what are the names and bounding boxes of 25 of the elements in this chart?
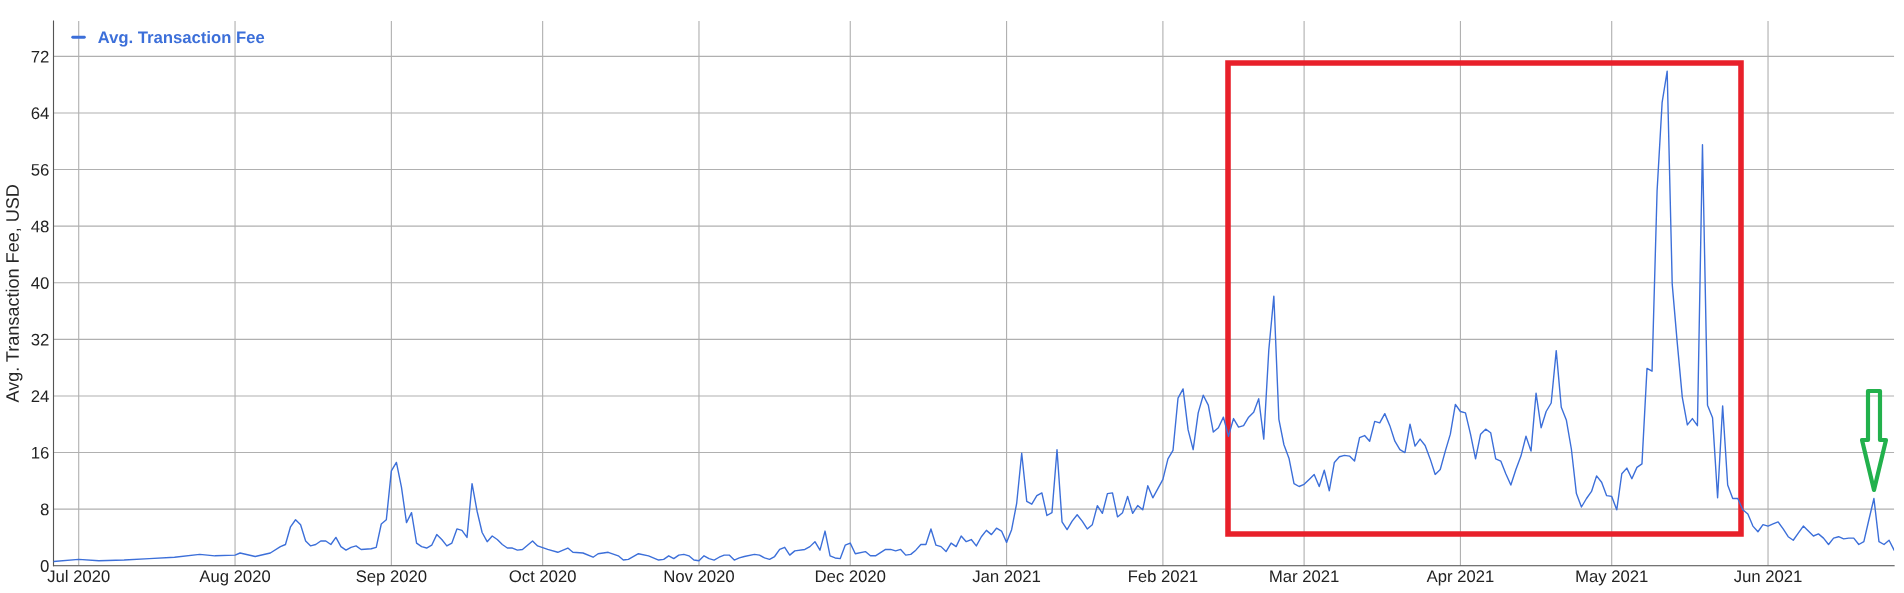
x-tick-label: Jul 2020 xyxy=(47,569,110,583)
x-tick-label: Feb 2021 xyxy=(1129,569,1198,583)
x-tick-label: Sep 2020 xyxy=(356,570,427,586)
y-tick-label: 56 xyxy=(31,163,49,176)
x-tick-label: May 2021 xyxy=(1576,570,1648,586)
y-tick-label: 8 xyxy=(40,503,49,516)
x-tick-label: Jun 2021 xyxy=(1734,570,1802,583)
x-tick-label: Mar 2021 xyxy=(1270,570,1339,583)
y-axis-title: Avg. Transaction Fee, USD xyxy=(5,184,23,403)
line-series xyxy=(53,70,1895,563)
x-tick-label: Apr 2021 xyxy=(1426,570,1494,586)
x-tick-label: Dec 2020 xyxy=(815,570,886,583)
y-tick-label: 48 xyxy=(31,220,49,233)
legend-label: Avg. Transaction Fee xyxy=(98,30,265,47)
y-tick-label: 72 xyxy=(31,50,49,63)
x-tick-label: Jan 2021 xyxy=(972,570,1041,583)
y-tick-label: 0 xyxy=(40,560,49,572)
y-tick-label: 32 xyxy=(31,333,49,346)
x-tick-label: Nov 2020 xyxy=(664,570,734,583)
y-tick-label: 16 xyxy=(32,446,49,459)
y-tick-label: 64 xyxy=(31,107,49,120)
y-tick-label: 24 xyxy=(31,390,49,402)
x-tick-label: Oct 2020 xyxy=(509,570,576,583)
x-tick-label: Aug 2020 xyxy=(199,570,271,586)
y-tick-label: 40 xyxy=(31,277,49,289)
